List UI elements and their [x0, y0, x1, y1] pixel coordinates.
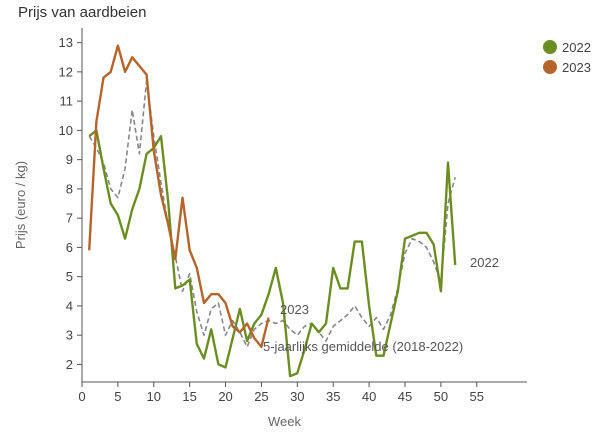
legend-label-2022: 2022	[562, 40, 591, 55]
x-axis-title: Week	[268, 414, 301, 429]
x-tick-label: 55	[470, 389, 484, 404]
y-tick-label: 6	[66, 240, 73, 255]
annotation-average: 5-jaarlijks gemiddelde (2018-2022)	[263, 339, 463, 354]
y-tick-label: 8	[66, 181, 73, 196]
x-tick-label: 45	[398, 389, 412, 404]
x-tick-label: 35	[326, 389, 340, 404]
y-tick-label: 11	[60, 94, 74, 109]
x-tick-label: 10	[147, 389, 161, 404]
x-tick-label: 20	[218, 389, 232, 404]
y-tick-label: 5	[66, 269, 73, 284]
x-tick-label: 5	[114, 389, 121, 404]
series-line-2022	[88, 129, 457, 378]
y-tick-label: 3	[66, 328, 73, 343]
series-line-2023	[88, 44, 270, 349]
legend-marker-2022	[543, 40, 557, 54]
y-tick-label: 10	[59, 123, 73, 138]
y-axis-title: Prijs (euro / kg)	[13, 161, 28, 249]
chart-title: Prijs van aardbeien	[18, 4, 147, 21]
y-tick-label: 7	[66, 211, 73, 226]
series-line-5-jaarlijks-gemiddelde-2018-2022-	[88, 79, 456, 348]
x-tick-label: 40	[362, 389, 376, 404]
x-tick-label: 0	[78, 389, 85, 404]
y-tick-label: 13	[59, 35, 73, 50]
x-tick-label: 50	[434, 389, 448, 404]
annotation-2023: 2023	[280, 302, 309, 317]
y-tick-label: 4	[66, 298, 73, 313]
annotation-2022: 2022	[470, 255, 499, 270]
y-tick-label: 2	[66, 357, 73, 372]
x-tick-label: 30	[290, 389, 304, 404]
x-tick-label: 15	[182, 389, 196, 404]
legend-label-2023: 2023	[562, 60, 591, 75]
x-tick-label: 25	[254, 389, 268, 404]
y-tick-label: 9	[66, 152, 73, 167]
legend-marker-2023	[543, 60, 557, 74]
y-tick-label: 12	[59, 64, 73, 79]
